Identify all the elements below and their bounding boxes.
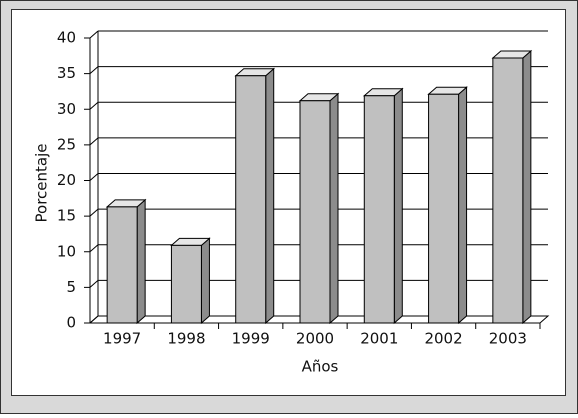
bar [491, 49, 533, 325]
diag-tick [89, 173, 99, 181]
x-tick-label: 2001 [360, 330, 398, 348]
y-tick-label: 40 [57, 29, 76, 47]
diag-tick [89, 137, 99, 146]
diag-tick [89, 101, 99, 110]
y-tick-label: 35 [57, 64, 76, 82]
bar-face [235, 75, 267, 324]
diag-tick [89, 244, 99, 253]
bar [170, 237, 211, 325]
x-axis-label: Años [302, 358, 339, 376]
diag-tick [89, 208, 99, 217]
diag-tick [89, 30, 99, 39]
y-tick-label: 10 [57, 242, 76, 260]
x-tick-label: 1997 [103, 330, 141, 348]
bar-face [106, 206, 138, 324]
x-tick-label: 2000 [296, 330, 334, 348]
bar-face [329, 92, 339, 325]
diag-tick [89, 66, 99, 75]
y-tick-label: 25 [57, 135, 76, 153]
y-tick-label: 30 [57, 100, 76, 118]
bar-face [363, 95, 395, 324]
bar-face [200, 237, 210, 325]
bar [362, 87, 404, 325]
bar-face [136, 198, 146, 325]
y-tick-label: 20 [57, 171, 76, 189]
bar-face [458, 86, 468, 325]
y-axis-label: Porcentaje [33, 144, 51, 223]
x-tick-label: 2002 [424, 330, 462, 348]
x-tick-label: 1999 [232, 330, 270, 348]
y-tick-label: 0 [66, 314, 76, 332]
bar-face [428, 93, 460, 324]
plot-panel [11, 9, 566, 396]
bar-face [170, 244, 202, 324]
y-tick-label: 5 [66, 278, 76, 296]
bar-face [265, 67, 275, 325]
diag-tick [89, 315, 99, 324]
y-tick-label: 15 [57, 207, 76, 225]
x-tick-label: 1998 [167, 330, 205, 348]
bar [298, 92, 340, 325]
bar-face [522, 49, 532, 325]
bar [105, 198, 147, 325]
bar-face [299, 100, 331, 324]
diag-tick [89, 279, 99, 288]
bar [234, 67, 276, 325]
bar [427, 86, 468, 325]
bar-face [393, 87, 403, 325]
x-tick-label: 2003 [489, 330, 527, 348]
bar-face [492, 57, 524, 324]
